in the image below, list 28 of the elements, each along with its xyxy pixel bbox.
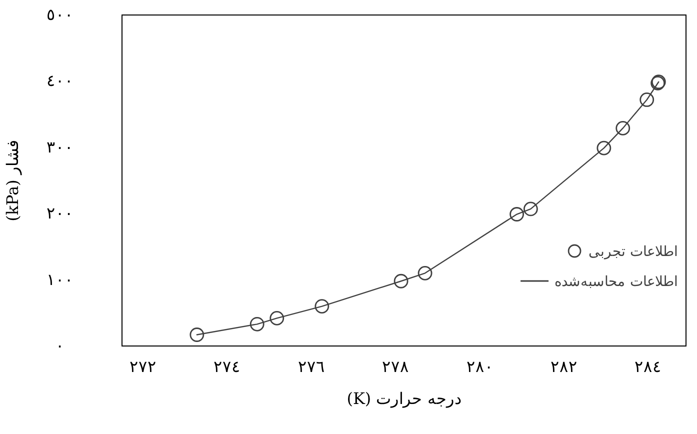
y-tick-label: ٠ [56, 336, 64, 355]
y-tick-label: ٢٠٠ [46, 204, 74, 223]
x-tick-label: ٢٨٠ [466, 357, 494, 376]
y-tick-label: ١٠٠ [46, 270, 74, 289]
point [314, 299, 330, 314]
point [616, 121, 630, 136]
point [190, 328, 204, 342]
y-tick-label: ٣٠٠ [46, 137, 74, 156]
point [418, 266, 432, 280]
x-tick-label: ٢٧٦ [298, 357, 325, 376]
x-tick-label: ٢٨٢ [550, 357, 578, 376]
y-tick-label: ٥٠٠ [46, 5, 74, 24]
y-axis-title: فشار (kPa) [3, 140, 22, 222]
point [394, 274, 408, 288]
x-tick-label: ٢٧٤ [214, 357, 241, 376]
point [523, 202, 538, 216]
legend-label: اطلاعات تجربی [588, 244, 678, 260]
x-axis-title: درجه حرارت (K) [346, 389, 462, 408]
x-tick-label: ٢٨٤ [634, 357, 662, 376]
point [270, 310, 284, 326]
y-tick-label: ٤٠٠ [46, 71, 74, 90]
point [640, 92, 654, 107]
point [510, 207, 524, 222]
x-tick-label: ٢٧٢ [130, 357, 157, 376]
legend-label: اطلاعات محاسبه‌شده [554, 274, 678, 290]
point [250, 316, 264, 332]
point [596, 140, 612, 156]
x-tick-label: ٢٧٨ [382, 357, 410, 376]
